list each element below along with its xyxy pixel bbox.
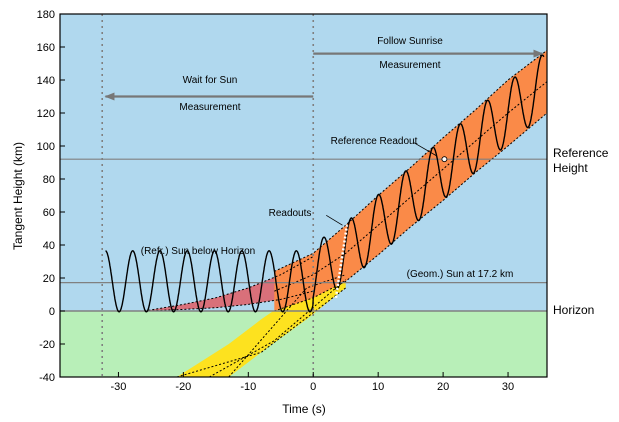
y-tick-label-80: 80 <box>43 174 55 186</box>
refraction-lower-edge <box>144 290 314 312</box>
sun-band <box>274 50 547 312</box>
bands-layer <box>144 49 547 377</box>
reference-readout-pointer <box>413 142 437 157</box>
x-axis-label: Time (s) <box>282 402 326 416</box>
plot-background <box>60 14 547 377</box>
axes-layer: -30 -20 -10 0 10 20 30 -40 -20 0 20 40 60 80 100 120 140… <box>37 9 515 393</box>
y-tick-label-160: 160 <box>37 42 55 54</box>
sun-below-label: (Refr.) Sun below Horizon <box>141 246 256 257</box>
y-tick-label--20: -20 <box>39 339 55 351</box>
horizon-label: Horizon <box>553 303 594 317</box>
y-tick-label-100: 100 <box>37 141 55 153</box>
ground-region <box>60 311 547 377</box>
readouts-segment <box>334 225 349 298</box>
wait-label-1: Wait for Sun <box>183 75 238 86</box>
y-tick-label-40: 40 <box>43 240 55 252</box>
geometric-center-line <box>209 279 347 377</box>
x-tick-label-10: 10 <box>372 381 384 393</box>
x-tick-label-0: 0 <box>310 381 316 393</box>
y-tick-label-60: 60 <box>43 207 55 219</box>
annotation-layer <box>104 49 544 226</box>
x-tick-label-30: 30 <box>502 381 514 393</box>
plot-frame <box>59 13 548 378</box>
geometric-left-edge <box>176 287 347 377</box>
x-tick-label--10: -10 <box>240 381 256 393</box>
scan-wave-layer <box>105 54 545 313</box>
sun-band-center-line <box>274 81 547 292</box>
scan-oscillation <box>105 54 545 313</box>
follow-label-2: Measurement <box>379 60 440 71</box>
follow-label-1: Follow Sunrise <box>377 36 443 47</box>
reference-readout-label: Reference Readout <box>331 136 418 147</box>
reference-height-label-2: Height <box>553 161 588 175</box>
readouts-pointer <box>326 214 343 226</box>
sun-band-upper-edge <box>274 49 547 272</box>
x-tick-label-20: 20 <box>437 381 449 393</box>
y-tick-label-180: 180 <box>37 9 55 21</box>
y-tick-label-120: 120 <box>37 108 55 120</box>
sun-band-lower-edge <box>274 112 547 312</box>
reference-height-label-1: Reference <box>553 146 609 160</box>
geom-sun-label: (Geom.) Sun at 17.2 km <box>407 269 514 280</box>
y-tick-label-140: 140 <box>37 75 55 87</box>
refraction-band <box>144 256 314 311</box>
reference-readout-point <box>441 156 448 163</box>
wait-label-2: Measurement <box>179 102 240 113</box>
y-tick-label-20: 20 <box>43 273 55 285</box>
x-tick-label--30: -30 <box>110 381 126 393</box>
x-tick-label--20: -20 <box>175 381 191 393</box>
readouts-label: Readouts <box>269 208 312 219</box>
y-tick-label-0: 0 <box>49 306 55 318</box>
y-axis-label: Tangent Height (km) <box>11 142 25 250</box>
y-tick-label--40: -40 <box>39 372 55 384</box>
